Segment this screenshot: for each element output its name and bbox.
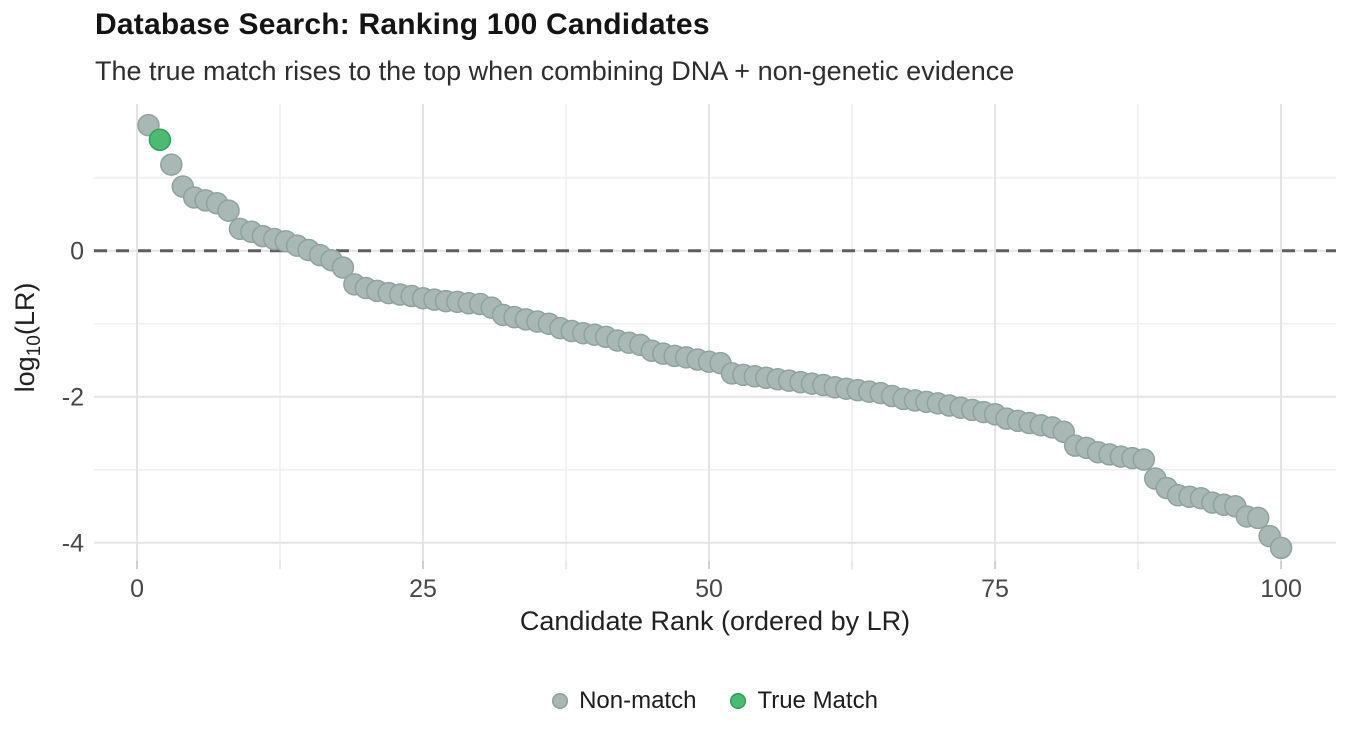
x-tick-label: 100 — [1260, 575, 1302, 603]
grid-lines — [94, 104, 1336, 561]
legend-item-non-match: Non-match — [552, 687, 696, 715]
non-match-point — [217, 199, 240, 222]
true-match-point — [148, 128, 172, 152]
x-tick-label: 75 — [981, 575, 1009, 603]
chart-subtitle: The true match rises to the top when com… — [95, 56, 1015, 86]
legend-item-true-match: True Match — [730, 687, 878, 715]
y-tick-label: 0 — [70, 238, 84, 266]
non-match-point — [160, 153, 183, 176]
true-match-dot-icon — [730, 693, 747, 709]
axis-ticks — [136, 561, 1283, 569]
y-tick-label: -4 — [62, 530, 84, 558]
x-axis-title: Candidate Rank (ordered by LR) — [520, 606, 910, 636]
data-points — [137, 113, 1293, 560]
x-tick-label: 50 — [695, 575, 723, 603]
legend-label-non-match: Non-match — [579, 687, 697, 714]
non-match-point — [1132, 448, 1156, 471]
x-tick-label: 0 — [130, 575, 144, 603]
non-match-dot-icon — [552, 693, 569, 709]
non-match-point — [1269, 536, 1293, 560]
x-tick-label: 25 — [409, 575, 437, 603]
non-match-point — [1246, 506, 1270, 530]
chart-title: Database Search: Ranking 100 Candidates — [95, 8, 710, 41]
y-tick-label: -2 — [62, 384, 84, 412]
axis-tick-labels: 0 25 50 75 100 0 -2 -4 — [62, 238, 1302, 603]
y-axis-title: log10(LR) — [10, 283, 45, 393]
legend: Non-match True Match — [94, 687, 1336, 715]
non-match-point — [331, 256, 355, 279]
legend-label-true-match: True Match — [757, 687, 878, 714]
